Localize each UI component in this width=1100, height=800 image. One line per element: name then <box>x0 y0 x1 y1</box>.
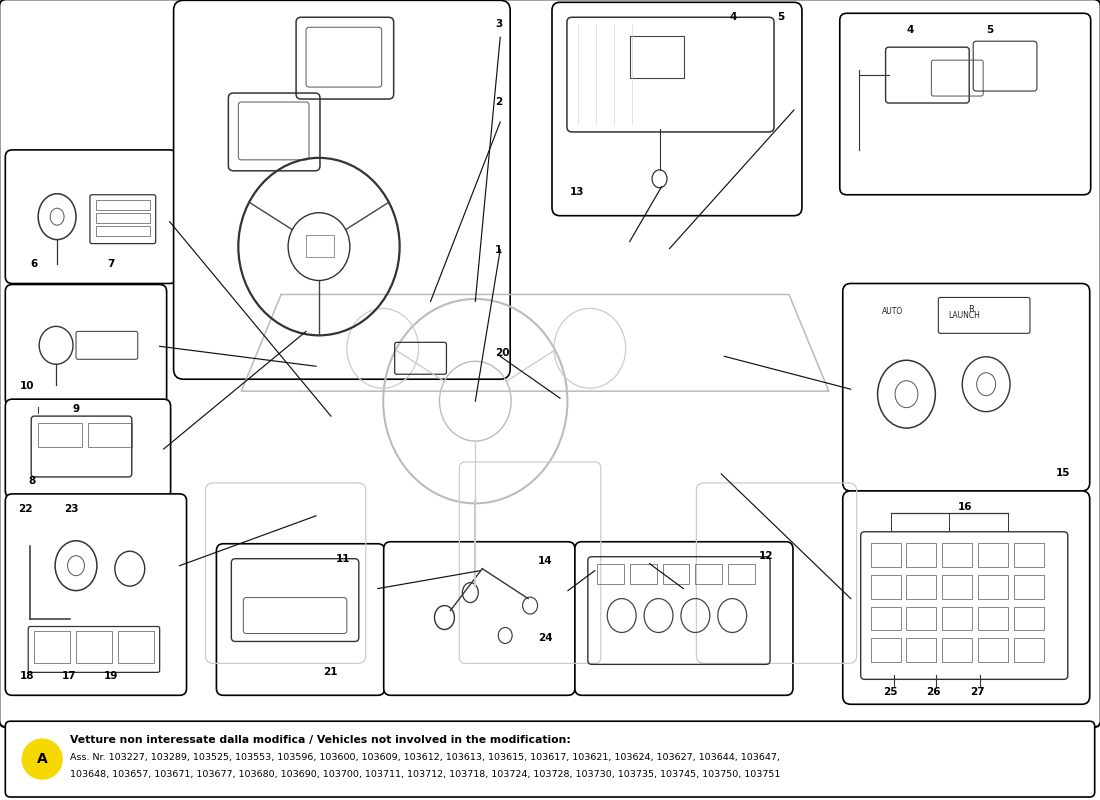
Text: 23: 23 <box>64 504 78 514</box>
Bar <box>943 638 972 662</box>
Bar <box>306 234 334 257</box>
Text: 3: 3 <box>495 19 503 30</box>
Text: 25: 25 <box>883 687 898 698</box>
Bar <box>76 631 112 663</box>
Text: LAUNCH: LAUNCH <box>948 311 980 320</box>
Text: Ass. Nr. 103227, 103289, 103525, 103553, 103596, 103600, 103609, 103612, 103613,: Ass. Nr. 103227, 103289, 103525, 103553,… <box>70 753 780 762</box>
Bar <box>629 564 657 584</box>
Bar <box>39 423 82 447</box>
Text: 27: 27 <box>970 687 985 698</box>
Text: 22: 22 <box>19 504 33 514</box>
Text: 9: 9 <box>72 404 79 414</box>
FancyBboxPatch shape <box>6 285 166 406</box>
Bar <box>906 638 936 662</box>
Bar <box>943 606 972 630</box>
Bar <box>943 542 972 566</box>
Text: 2: 2 <box>495 97 503 107</box>
Bar <box>96 226 150 236</box>
Bar <box>1014 542 1044 566</box>
Text: 8: 8 <box>29 476 35 486</box>
FancyBboxPatch shape <box>575 542 793 695</box>
FancyBboxPatch shape <box>384 542 575 695</box>
Bar <box>34 631 70 663</box>
Bar <box>870 542 901 566</box>
Text: 26: 26 <box>926 687 940 698</box>
Text: A: A <box>36 752 47 766</box>
Text: 13: 13 <box>570 186 584 197</box>
Text: 6: 6 <box>30 258 37 269</box>
Bar <box>1014 574 1044 598</box>
Bar <box>629 36 684 78</box>
Bar <box>870 638 901 662</box>
Text: 1: 1 <box>495 245 503 254</box>
Text: 18: 18 <box>20 671 35 682</box>
Text: 24: 24 <box>538 634 552 643</box>
Text: 19: 19 <box>103 671 119 682</box>
Text: 1985: 1985 <box>645 185 934 408</box>
Bar <box>870 606 901 630</box>
Text: 4: 4 <box>729 12 737 22</box>
Bar <box>978 606 1008 630</box>
Text: 20: 20 <box>495 348 509 358</box>
FancyBboxPatch shape <box>552 2 802 216</box>
Text: 12: 12 <box>759 550 773 561</box>
Bar <box>597 564 624 584</box>
Text: 11: 11 <box>336 554 351 564</box>
Text: Vetture non interessate dalla modifica / Vehicles not involved in the modificati: Vetture non interessate dalla modifica /… <box>70 735 571 745</box>
Bar <box>118 631 154 663</box>
Text: 16: 16 <box>958 502 972 512</box>
Bar <box>943 574 972 598</box>
Text: 4: 4 <box>906 26 914 35</box>
Bar <box>728 564 755 584</box>
FancyBboxPatch shape <box>6 399 170 498</box>
FancyBboxPatch shape <box>0 0 1100 727</box>
Text: AUTO: AUTO <box>881 307 903 316</box>
Text: 5: 5 <box>777 12 784 22</box>
FancyBboxPatch shape <box>174 0 510 379</box>
Text: 5: 5 <box>986 26 993 35</box>
Text: Passione
dal 1985: Passione dal 1985 <box>541 276 778 466</box>
Bar <box>695 564 723 584</box>
FancyBboxPatch shape <box>6 494 187 695</box>
Circle shape <box>22 739 62 779</box>
FancyBboxPatch shape <box>6 722 1094 797</box>
Text: 7: 7 <box>107 258 114 269</box>
Bar <box>1014 638 1044 662</box>
Text: 17: 17 <box>62 671 77 682</box>
Bar <box>88 423 132 447</box>
Bar <box>96 213 150 222</box>
Text: 14: 14 <box>538 556 552 566</box>
FancyBboxPatch shape <box>843 283 1090 491</box>
Bar <box>978 638 1008 662</box>
Bar <box>906 574 936 598</box>
Bar <box>662 564 690 584</box>
Bar <box>978 542 1008 566</box>
FancyBboxPatch shape <box>839 14 1091 194</box>
Bar <box>978 574 1008 598</box>
FancyBboxPatch shape <box>217 544 385 695</box>
Text: R: R <box>968 305 975 314</box>
Text: 21: 21 <box>323 667 338 678</box>
FancyBboxPatch shape <box>6 150 177 283</box>
FancyBboxPatch shape <box>843 491 1090 704</box>
Text: 10: 10 <box>20 381 35 391</box>
Bar <box>96 200 150 210</box>
Bar <box>906 542 936 566</box>
Text: 103648, 103657, 103671, 103677, 103680, 103690, 103700, 103711, 103712, 103718, : 103648, 103657, 103671, 103677, 103680, … <box>70 770 780 778</box>
Bar <box>906 606 936 630</box>
Bar <box>1014 606 1044 630</box>
Text: 15: 15 <box>1056 468 1070 478</box>
Bar <box>870 574 901 598</box>
